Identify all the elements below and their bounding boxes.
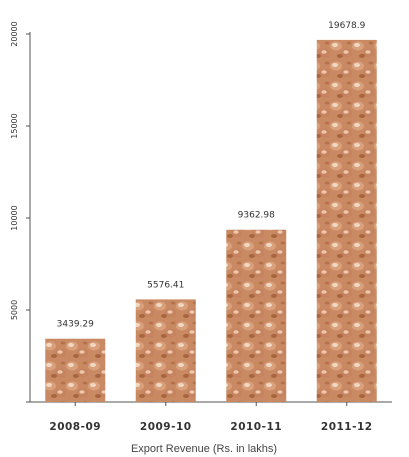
y-tick-label: 5000 — [10, 300, 19, 320]
bar — [45, 338, 106, 402]
x-tick-label: 2010-11 — [230, 421, 282, 433]
x-axis-label: Export Revenue (Rs. in lakhs) — [131, 443, 277, 455]
bar-value-label: 3439.29 — [57, 320, 94, 330]
bar — [316, 39, 377, 403]
labels: 3439.29 2008-09 5576.41 2009-10 9362.98 2010-… — [49, 21, 372, 433]
y-tick-label: 20000 — [10, 21, 19, 46]
bar-value-label: 19678.9 — [328, 21, 365, 31]
bars — [45, 39, 377, 403]
x-tick-label: 2009-10 — [140, 421, 192, 433]
bar — [135, 299, 196, 402]
x-tick-label: 2008-09 — [49, 421, 101, 433]
bar-value-label: 5576.41 — [147, 280, 184, 290]
bar — [226, 229, 287, 402]
x-tick-label: 2011-12 — [321, 421, 373, 433]
y-tick-label: 15000 — [10, 113, 19, 138]
y-tick-label: 10000 — [10, 205, 19, 230]
bar-value-label: 9362.98 — [238, 211, 275, 221]
